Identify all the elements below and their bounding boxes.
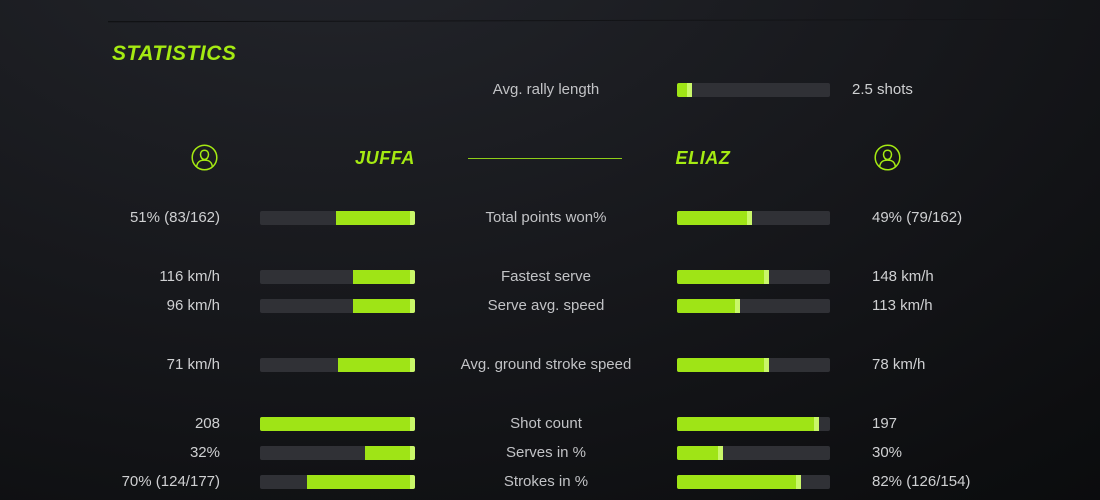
stat-label: Avg. ground stroke speed xyxy=(460,356,632,373)
right-bar-fill xyxy=(677,270,769,284)
left-player-value: 70% (124/177) xyxy=(121,473,220,490)
stat-row-serves-in: 32% Serves in % 30% xyxy=(0,443,1100,463)
left-player-bar xyxy=(260,358,415,372)
stat-row-fastest-serve: 116 km/h Fastest serve 148 km/h xyxy=(0,267,1100,287)
left-bar-fill xyxy=(337,358,415,372)
right-player-bar xyxy=(677,417,830,431)
right-bar-fill xyxy=(677,358,769,372)
stat-row-shot-count: 208 Shot count 197 xyxy=(0,414,1100,434)
stat-label: Serve avg. speed xyxy=(487,297,605,314)
right-player-value: 148 km/h xyxy=(872,268,934,285)
left-bar-fill xyxy=(335,211,415,225)
left-player-bar xyxy=(260,299,415,313)
right-player-bar xyxy=(677,475,830,489)
person-circle-icon xyxy=(191,144,218,171)
avg-rally-bar-fill xyxy=(677,83,692,97)
right-player-bar xyxy=(677,358,830,372)
left-player-bar xyxy=(260,270,415,284)
right-player-value: 78 km/h xyxy=(872,356,926,373)
right-bar-fill xyxy=(677,475,801,489)
avg-rally-label: Avg. rally length xyxy=(492,81,600,98)
right-player-bar xyxy=(677,299,830,313)
left-player-value: 116 km/h xyxy=(159,268,220,285)
stat-label: Shot count xyxy=(510,415,582,432)
right-player-value: 113 km/h xyxy=(872,297,933,314)
right-bar-fill xyxy=(677,446,723,460)
left-player-value: 32% xyxy=(189,444,220,461)
left-player-bar xyxy=(260,417,415,431)
left-bar-fill xyxy=(353,299,415,313)
avg-rally-row: Avg. rally length 2.5 shots xyxy=(0,80,1100,100)
stat-row-total-points: 51% (83/162) Total points won% 49% (79/1… xyxy=(0,208,1100,228)
left-player-bar xyxy=(260,446,415,460)
left-bar-fill xyxy=(365,446,415,460)
right-player-bar xyxy=(677,446,830,460)
left-player-bar xyxy=(260,475,415,489)
person-circle-icon xyxy=(874,144,901,171)
players-header: JUFFA ELIAZ xyxy=(0,142,1100,174)
right-player-name: ELIAZ xyxy=(675,148,731,168)
stat-label: Total points won% xyxy=(485,209,607,226)
right-player-avatar[interactable] xyxy=(874,144,901,171)
stat-label: Strokes in % xyxy=(503,473,589,490)
right-player-value: 30% xyxy=(872,444,903,461)
right-bar-fill xyxy=(677,211,752,225)
stat-label: Serves in % xyxy=(505,444,587,461)
stat-row-serve-avg-speed: 96 km/h Serve avg. speed 113 km/h xyxy=(0,296,1100,316)
right-player-value: 82% (126/154) xyxy=(872,473,971,490)
right-player-bar xyxy=(677,270,830,284)
avg-rally-value: 2.5 shots xyxy=(852,81,913,98)
right-player-value: 49% (79/162) xyxy=(872,209,963,226)
left-player-avatar[interactable] xyxy=(191,144,218,171)
left-bar-fill xyxy=(306,475,415,489)
players-divider-line xyxy=(468,158,622,159)
avg-rally-bar xyxy=(677,83,830,97)
right-bar-fill xyxy=(677,299,740,313)
background-seam-line xyxy=(108,18,1100,23)
stat-row-ground-stroke-speed: 71 km/h Avg. ground stroke speed 78 km/h xyxy=(0,355,1100,375)
left-player-value: 71 km/h xyxy=(166,356,220,373)
left-player-bar xyxy=(260,211,415,225)
left-bar-fill xyxy=(353,270,415,284)
stat-row-strokes-in: 70% (124/177) Strokes in % 82% (126/154) xyxy=(0,472,1100,492)
right-player-bar xyxy=(677,211,830,225)
right-player-value: 197 xyxy=(872,415,898,432)
page-title: STATISTICS xyxy=(112,42,237,65)
left-player-value: 51% (83/162) xyxy=(129,209,220,226)
right-bar-fill xyxy=(677,417,820,431)
left-bar-fill xyxy=(260,417,415,431)
left-player-value: 208 xyxy=(194,415,220,432)
left-player-name: JUFFA xyxy=(354,148,415,168)
left-player-value: 96 km/h xyxy=(166,297,220,314)
stat-label: Fastest serve xyxy=(500,268,592,285)
